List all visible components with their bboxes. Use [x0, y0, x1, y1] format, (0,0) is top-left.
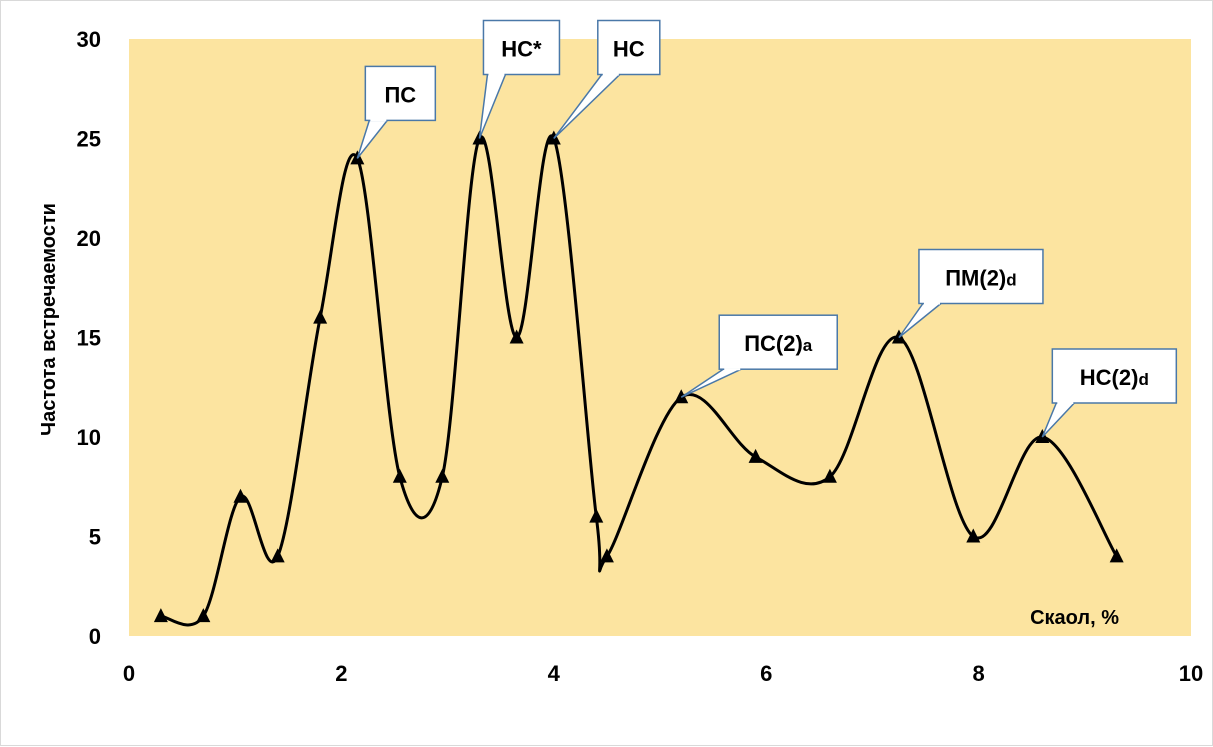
data-point — [153, 608, 168, 623]
callout-label: НС* — [501, 37, 542, 62]
callout: ПС — [356, 65, 437, 159]
x-tick-label: 8 — [972, 661, 984, 686]
data-point — [966, 528, 981, 543]
x-tick-label: 2 — [335, 661, 347, 686]
y-tick-label: 0 — [89, 624, 101, 649]
x-tick-label: 10 — [1179, 661, 1203, 686]
callout-label: ПС — [384, 82, 416, 107]
data-point — [233, 488, 248, 503]
callout-label: НС(2)d — [1080, 365, 1149, 390]
callouts: ПС НС* НС ПС(2)a ПМ(2)d НС(2)d — [356, 19, 1178, 438]
callout-label: ПМ(2)d — [945, 266, 1016, 291]
data-point — [589, 508, 604, 523]
data-point — [392, 468, 407, 483]
x-axis: 0 2 4 6 8 10 — [123, 661, 1203, 686]
data-point — [599, 548, 614, 563]
data-point — [1109, 548, 1124, 563]
callout-box — [1051, 348, 1178, 404]
data-point — [196, 608, 211, 623]
x-tick-label: 0 — [123, 661, 135, 686]
x-tick-label: 4 — [548, 661, 561, 686]
data-point — [270, 548, 285, 563]
data-point — [822, 468, 837, 483]
y-axis-title: Частота встречаемости — [38, 203, 60, 436]
callout-box — [597, 19, 661, 76]
series-line — [160, 134, 1118, 627]
y-tick-label: 20 — [77, 226, 101, 251]
y-tick-label: 10 — [77, 425, 101, 450]
y-tick-label: 25 — [77, 127, 101, 152]
callout: ПМ(2)d — [898, 248, 1044, 339]
callout: ПС(2)a — [680, 314, 838, 398]
callout: НС(2)d — [1041, 348, 1178, 438]
y-tick-label: 15 — [77, 326, 101, 351]
y-tick-label: 5 — [89, 525, 101, 550]
data-point — [748, 448, 763, 463]
callout: НС* — [478, 19, 561, 139]
x-tick-label: 6 — [760, 661, 772, 686]
data-point — [313, 309, 328, 324]
callout-label: НС — [613, 37, 645, 62]
data-point — [509, 329, 524, 344]
x-axis-title: Скаол, % — [1030, 607, 1119, 629]
callout-box — [918, 248, 1044, 305]
callout-box — [364, 65, 437, 122]
callout-box — [482, 19, 561, 76]
y-tick-label: 30 — [77, 27, 101, 52]
callout-box — [718, 314, 838, 370]
plot-area — [129, 39, 1191, 636]
data-point — [435, 468, 450, 483]
y-axis: 0 5 10 15 20 25 30 — [77, 27, 101, 649]
data-point — [674, 389, 689, 404]
callout: НС — [553, 19, 661, 140]
callout-label: ПС(2)a — [744, 331, 813, 356]
